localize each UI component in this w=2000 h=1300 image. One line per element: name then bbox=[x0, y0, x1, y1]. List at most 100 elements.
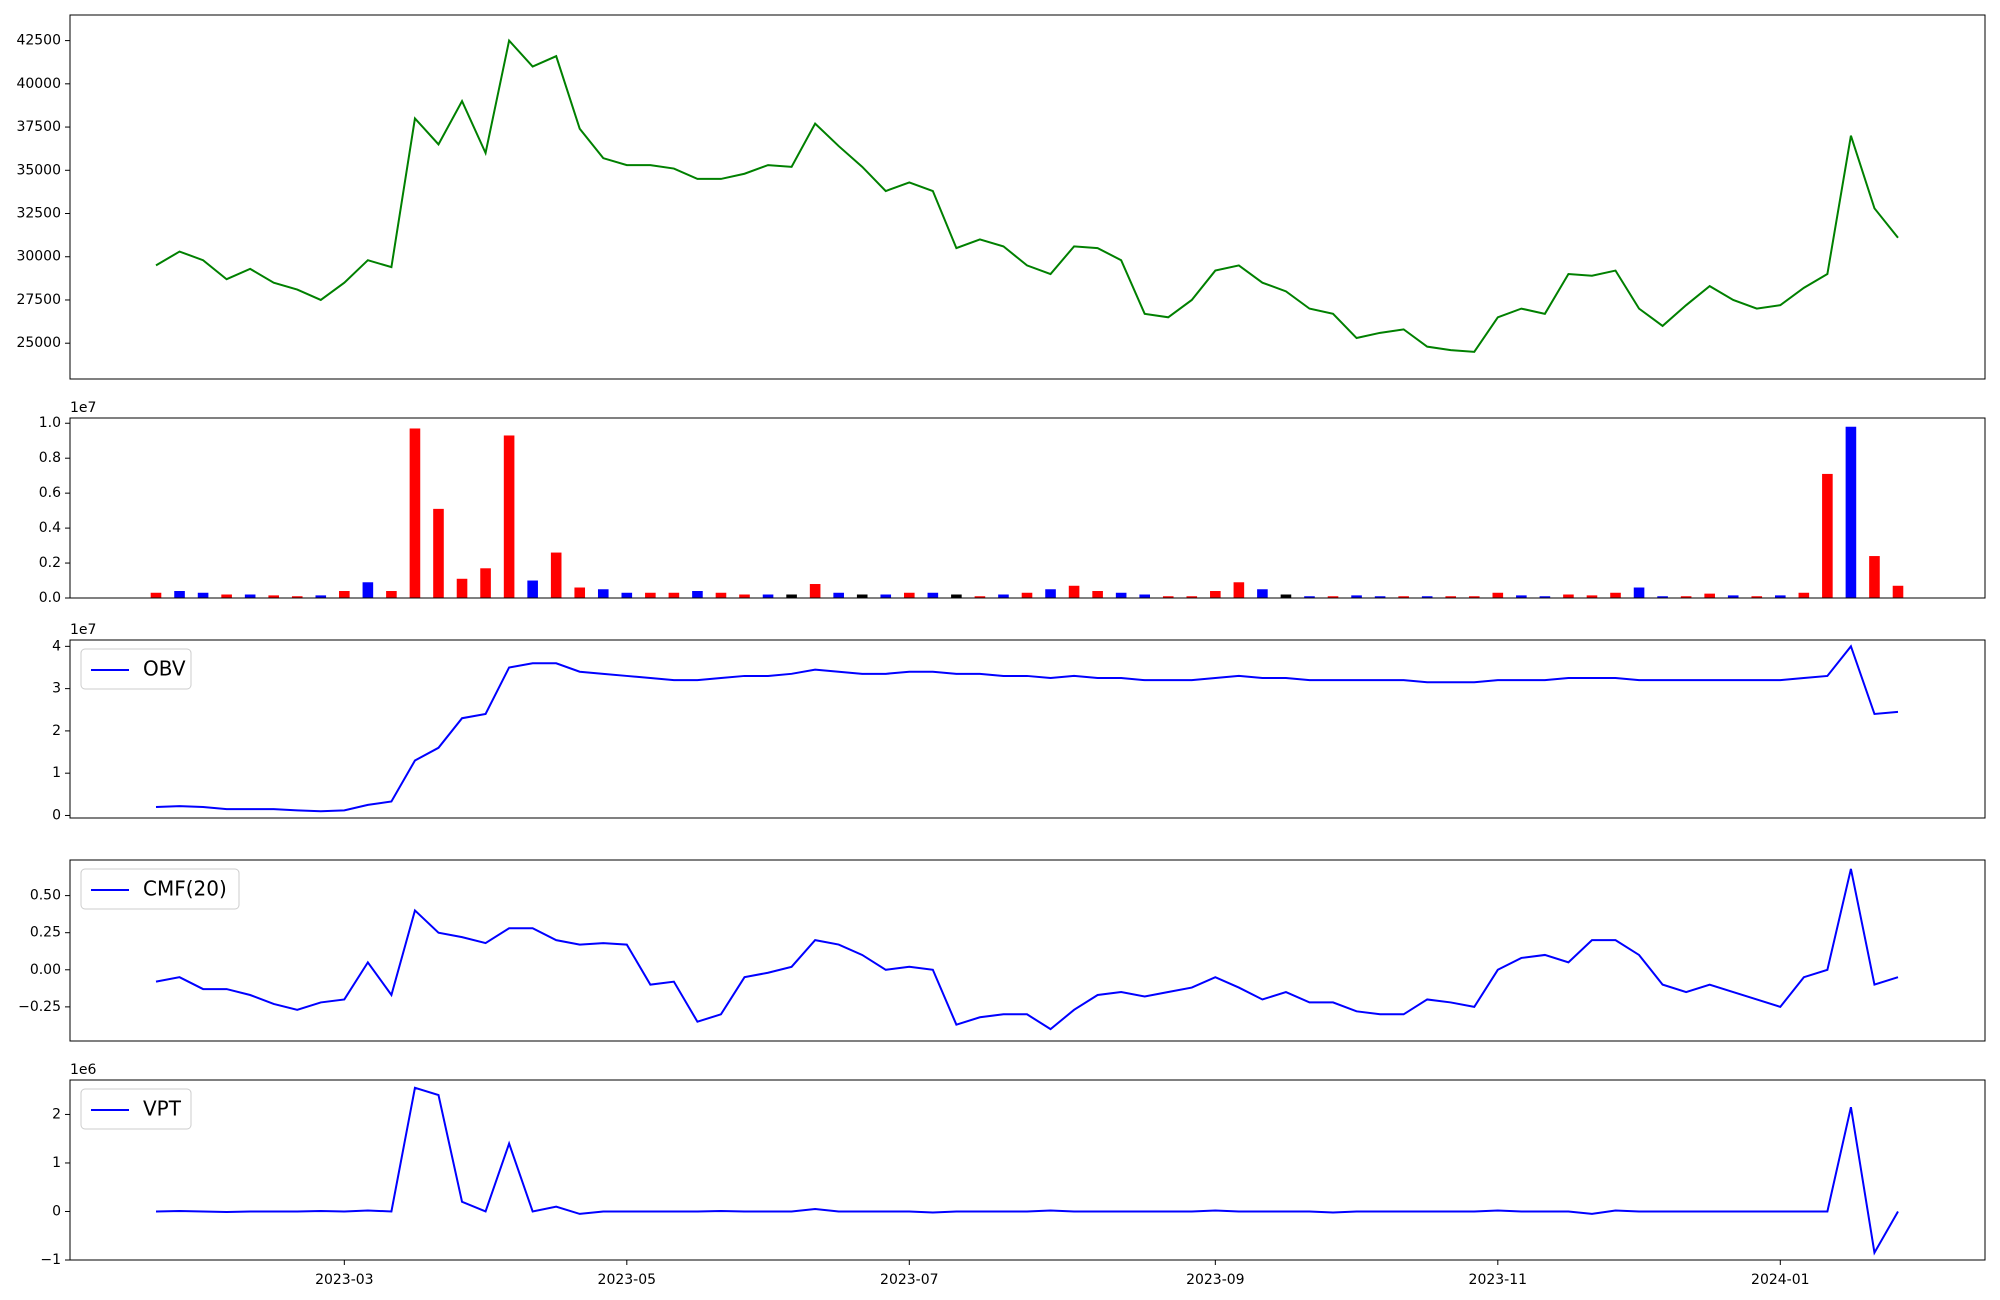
line bbox=[155, 644, 1899, 813]
bar bbox=[339, 591, 350, 598]
y-tick-label: 1 bbox=[52, 765, 61, 781]
bar bbox=[739, 594, 750, 598]
bar bbox=[456, 578, 468, 598]
axes-frame bbox=[69, 417, 1986, 599]
bar bbox=[786, 594, 797, 598]
bar bbox=[1280, 594, 1292, 598]
bar bbox=[1704, 593, 1715, 598]
bar bbox=[1021, 592, 1033, 598]
bar bbox=[621, 592, 633, 598]
x-tick-label: 2024-01 bbox=[1751, 1272, 1810, 1288]
y-tick-label: 2 bbox=[52, 723, 61, 739]
bar bbox=[1798, 592, 1810, 598]
bar bbox=[386, 591, 397, 598]
bar bbox=[1068, 585, 1080, 598]
bar bbox=[1139, 594, 1150, 598]
y-tick-label: 0.0 bbox=[39, 590, 61, 606]
bar bbox=[1186, 596, 1198, 598]
axes-frame bbox=[69, 14, 1986, 380]
line bbox=[155, 38, 1899, 353]
bar bbox=[1374, 596, 1386, 598]
bar bbox=[762, 594, 774, 598]
y-tick-label: 32500 bbox=[16, 206, 61, 222]
bar bbox=[668, 592, 680, 598]
y-tick-label: 25000 bbox=[16, 335, 61, 351]
bar bbox=[1539, 596, 1551, 598]
axes-frame bbox=[69, 859, 1986, 1042]
y-tick-label: 35000 bbox=[16, 162, 61, 178]
bar bbox=[1775, 595, 1786, 598]
bar bbox=[1398, 596, 1409, 598]
bar bbox=[480, 568, 491, 598]
bar bbox=[1727, 595, 1739, 598]
y-tick-label: 0.8 bbox=[39, 450, 61, 466]
bar bbox=[1516, 595, 1527, 598]
legend-label: CMF(20) bbox=[143, 877, 227, 901]
bar bbox=[1657, 596, 1668, 598]
bar bbox=[550, 552, 562, 598]
y-tick-label: −1 bbox=[40, 1252, 61, 1268]
bar bbox=[433, 508, 444, 598]
bar bbox=[998, 594, 1009, 598]
bar bbox=[1468, 596, 1480, 598]
bar bbox=[1751, 596, 1763, 598]
bar bbox=[715, 592, 727, 598]
y-tick-label: 40000 bbox=[16, 76, 61, 92]
bar bbox=[1633, 587, 1645, 598]
bar bbox=[856, 594, 868, 598]
bar bbox=[1445, 596, 1457, 598]
bar bbox=[1045, 589, 1056, 598]
bar bbox=[833, 592, 844, 598]
bar bbox=[1257, 589, 1268, 598]
y-tick-label: 0 bbox=[52, 807, 61, 823]
y-tick-label: 3 bbox=[52, 681, 61, 697]
bar bbox=[1845, 426, 1857, 598]
y-tick-label: −0.25 bbox=[18, 999, 61, 1015]
bar bbox=[268, 595, 279, 598]
legend-label: OBV bbox=[143, 657, 186, 681]
bar bbox=[1092, 591, 1103, 598]
line bbox=[155, 1086, 1899, 1256]
y-tick-label: 0.6 bbox=[39, 485, 61, 501]
bar bbox=[645, 592, 656, 598]
bar bbox=[503, 435, 515, 598]
y-tick-label: 0.4 bbox=[39, 520, 61, 536]
bar bbox=[1115, 592, 1127, 598]
y-tick-label: 42500 bbox=[16, 33, 61, 49]
y-tick-label: 27500 bbox=[16, 292, 61, 308]
bar bbox=[197, 592, 209, 598]
y-tick-label: 2 bbox=[52, 1106, 61, 1122]
legend-box bbox=[80, 648, 192, 690]
y-tick-label: 30000 bbox=[16, 249, 61, 265]
legend-box bbox=[80, 1088, 192, 1130]
bar bbox=[880, 594, 892, 598]
y-tick-label: 1.0 bbox=[39, 415, 61, 431]
bar bbox=[315, 595, 327, 598]
y-tick-label: 4 bbox=[52, 638, 61, 654]
bar bbox=[1892, 585, 1904, 598]
y-tick-label: 0 bbox=[52, 1203, 61, 1219]
bar bbox=[1610, 592, 1621, 598]
bar bbox=[1492, 592, 1504, 598]
y-tick-label: 0.25 bbox=[30, 925, 61, 941]
axes-frame bbox=[69, 1079, 1986, 1261]
offset-label: 1e7 bbox=[70, 622, 96, 638]
bar bbox=[809, 584, 821, 598]
x-tick-label: 2023-11 bbox=[1469, 1272, 1528, 1288]
bar bbox=[1233, 582, 1245, 598]
bar bbox=[527, 580, 538, 598]
offset-label: 1e7 bbox=[70, 400, 96, 416]
line bbox=[155, 868, 1899, 1031]
y-tick-label: 0.50 bbox=[30, 888, 61, 904]
bar bbox=[291, 596, 303, 598]
bar bbox=[221, 594, 232, 598]
x-tick-label: 2023-09 bbox=[1186, 1272, 1245, 1288]
legend-label: VPT bbox=[143, 1097, 182, 1121]
bar bbox=[1327, 596, 1339, 598]
x-tick-label: 2023-03 bbox=[315, 1272, 374, 1288]
bar bbox=[692, 591, 703, 598]
y-tick-label: 37500 bbox=[16, 119, 61, 135]
bar bbox=[1162, 596, 1174, 598]
